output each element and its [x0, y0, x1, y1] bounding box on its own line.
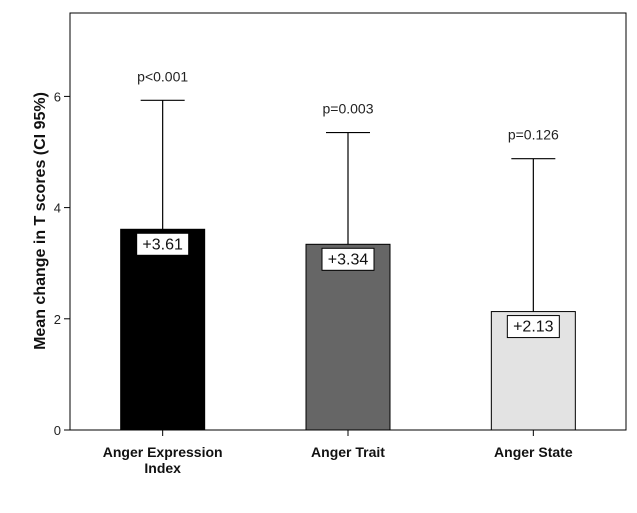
x-category-label: Anger State — [494, 444, 573, 460]
y-tick-label: 6 — [54, 89, 61, 104]
x-category-label-line: Index — [144, 460, 181, 476]
x-category-label: Anger Expression Index — [103, 444, 223, 476]
y-tick-label: 4 — [54, 201, 61, 216]
value-label: +3.61 — [142, 236, 183, 253]
value-label: +3.34 — [328, 251, 369, 268]
value-label-box — [321, 247, 375, 271]
bar — [305, 243, 391, 431]
y-axis-label: Mean change in T scores (CI 95%) — [32, 92, 49, 350]
bar — [120, 228, 206, 431]
y-axis: 0 2 4 6 — [54, 89, 70, 438]
x-category-label-line: Anger Trait — [311, 444, 385, 460]
x-category-label-line: Anger Expression — [103, 444, 223, 460]
value-label: +2.13 — [513, 319, 554, 336]
x-axis-labels: Anger Expression Index Anger Trait Anger St… — [103, 430, 573, 476]
p-value-label: p=0.126 — [508, 127, 559, 143]
x-category-label: Anger Trait — [311, 444, 385, 460]
p-value-label: p<0.001 — [137, 68, 188, 84]
bars: +3.61 p<0.001 +3.34 p=0.003 +2.13 p=0.126 — [120, 68, 576, 431]
y-tick-label: 0 — [54, 423, 61, 438]
p-value-label: p=0.003 — [323, 101, 374, 117]
value-label-box — [136, 232, 190, 256]
y-tick-label: 2 — [54, 312, 61, 327]
value-label-box — [506, 315, 560, 339]
x-category-label-line: Anger State — [494, 444, 573, 460]
